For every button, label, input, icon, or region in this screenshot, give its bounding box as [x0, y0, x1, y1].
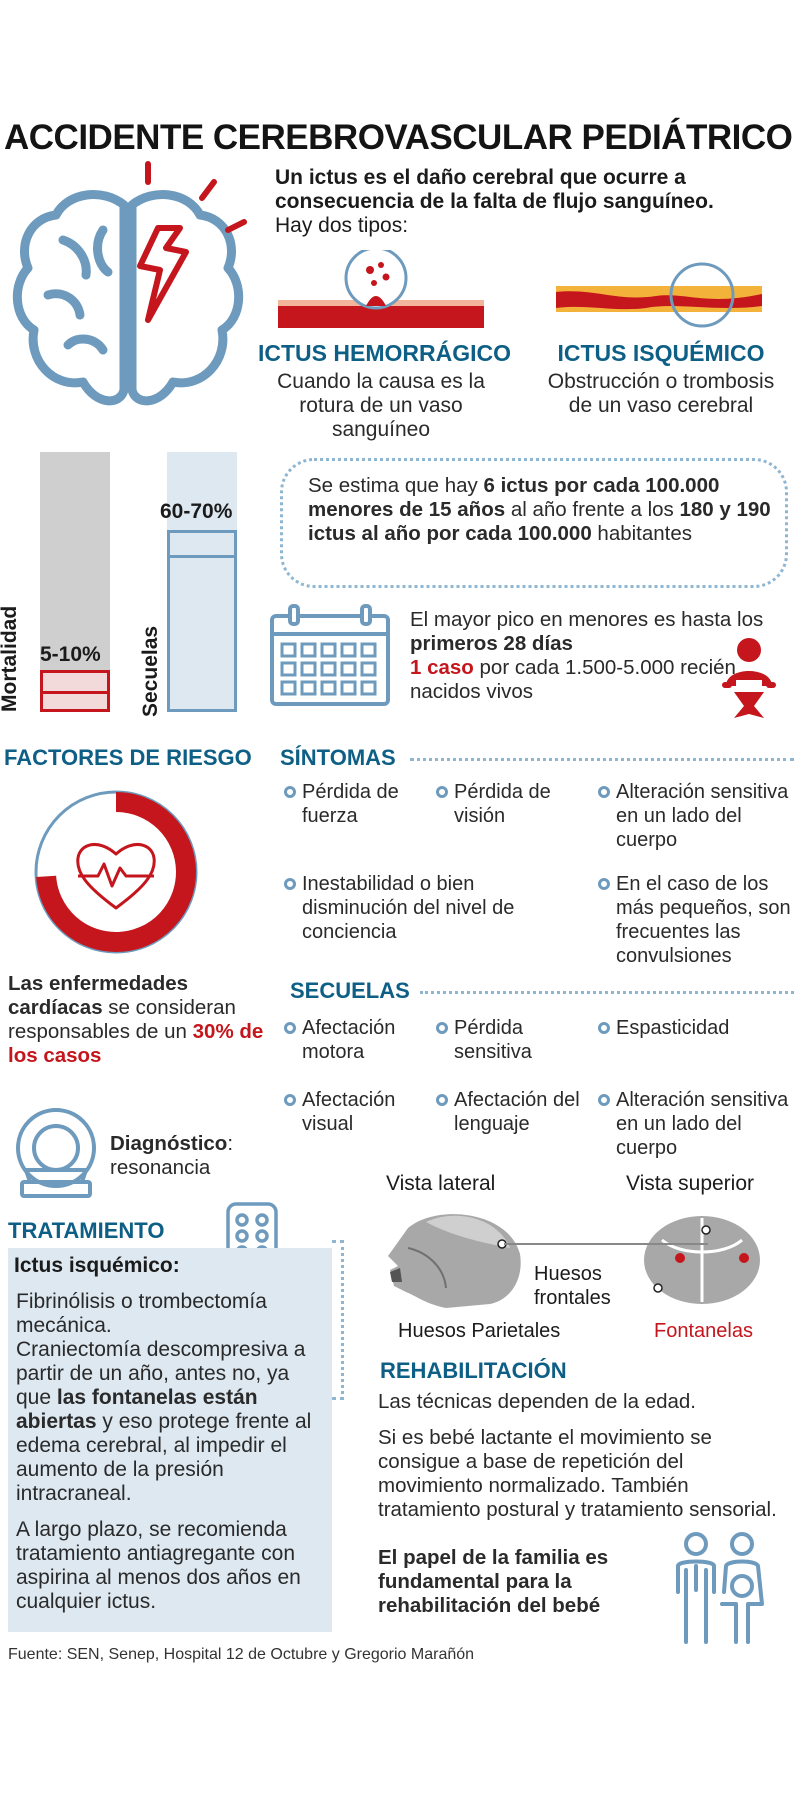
blood-vessel-icon [278, 250, 484, 328]
sequelae-heading: SECUELAS [290, 978, 410, 1003]
risk-text: Las enfermedades cardíacas se consideran… [8, 972, 264, 1067]
calendar-icon [270, 604, 390, 706]
mortality-bar-track [40, 452, 110, 712]
type-title-hemorrhagic: ICTUS HEMORRÁGICO [258, 340, 511, 366]
rehab-text-2: Si es bebé lactante el movimiento se con… [378, 1426, 777, 1521]
family-icon [676, 1532, 764, 1644]
risk-donut [34, 790, 198, 954]
sequelae-item: Afectación visual [284, 1088, 434, 1136]
heart-icon [76, 843, 156, 910]
mortality-bar-fill [40, 670, 110, 712]
mri-scanner-icon [16, 1108, 96, 1198]
sequelae-item: Espasticidad [598, 1016, 798, 1040]
divider [410, 758, 794, 761]
sequelae-item: Pérdida sensitiva [436, 1016, 586, 1064]
treatment-subheading: Ictus isquémico: [14, 1254, 180, 1277]
connector [332, 1240, 344, 1400]
estimate-text: Se estima que hay 6 ictus por cada 100.0… [308, 474, 771, 545]
diagnosis-text: Diagnóstico: resonancia [110, 1132, 234, 1179]
intro-text: Un ictus es el daño cerebral que ocurre … [275, 166, 714, 237]
symptom-item: Alteración sensitiva en un lado del cuer… [598, 780, 798, 852]
sequelae-item: Alteración sensitiva en un lado del cuer… [598, 1088, 798, 1160]
skull-icon [644, 1216, 760, 1304]
skull-icon [388, 1214, 521, 1308]
sequelae-item: Afectación del lenguaje [436, 1088, 596, 1136]
skull-fontanelas-label: Fontanelas [654, 1320, 753, 1342]
treatment-panel [8, 1248, 332, 1632]
type-desc-hemorrhagic: Cuando la causa es la rotura de un vaso … [277, 370, 485, 441]
symptoms-heading: SÍNTOMAS [280, 745, 396, 770]
sequelae-value: 60-70% [160, 500, 233, 523]
sequelae-bar-fill [167, 530, 237, 712]
sequelae-bar-track [167, 452, 237, 712]
source-text: Fuente: SEN, Senep, Hospital 12 de Octub… [8, 1646, 475, 1663]
rehab-heading: REHABILITACIÓN [380, 1358, 567, 1383]
treatment-heading: TRATAMIENTO [8, 1218, 165, 1243]
mortality-value: 5-10% [40, 643, 101, 666]
sequelae-label: Secuelas [139, 625, 162, 717]
treatment-text: Fibrinólisis o trombectomía mecánica. Cr… [16, 1290, 312, 1613]
rehab-bold: El papel de la familia es fundamental pa… [378, 1546, 609, 1617]
brain-icon [12, 161, 247, 406]
type-title-ischemic: ICTUS ISQUÉMICO [557, 340, 765, 366]
symptom-item: Pérdida de visión [436, 780, 576, 828]
skull-superior-label: Vista superior [626, 1172, 755, 1195]
skull-parietal-label: Huesos Parietales [398, 1320, 561, 1342]
risk-heading: FACTORES DE RIESGO [4, 745, 252, 770]
baby-icon [722, 638, 776, 718]
divider [420, 991, 794, 994]
type-desc-ischemic: Obstrucción o trombosis de un vaso cereb… [547, 370, 775, 417]
pointer-line [504, 1243, 708, 1245]
symptom-item: En el caso de los más pequeños, son frec… [598, 872, 798, 968]
symptom-item: Pérdida de fuerza [284, 780, 424, 828]
lightning-icon [145, 161, 247, 233]
estimate-box [280, 458, 788, 588]
skull-frontal-label: Huesos frontales [534, 1263, 611, 1309]
page-title: ACCIDENTE CEREBROVASCULAR PEDIÁTRICO [4, 118, 793, 157]
peak-text: El mayor pico en menores es hasta los pr… [410, 608, 764, 703]
skull-lateral-label: Vista lateral [386, 1172, 496, 1195]
blood-vessel-icon [556, 262, 762, 328]
sequelae-item: Afectación motora [284, 1016, 434, 1064]
symptom-item: Inestabilidad o bien disminución del niv… [284, 872, 544, 944]
mortality-label: Mortalidad [0, 605, 21, 712]
rehab-text-1: Las técnicas dependen de la edad. [378, 1390, 697, 1413]
